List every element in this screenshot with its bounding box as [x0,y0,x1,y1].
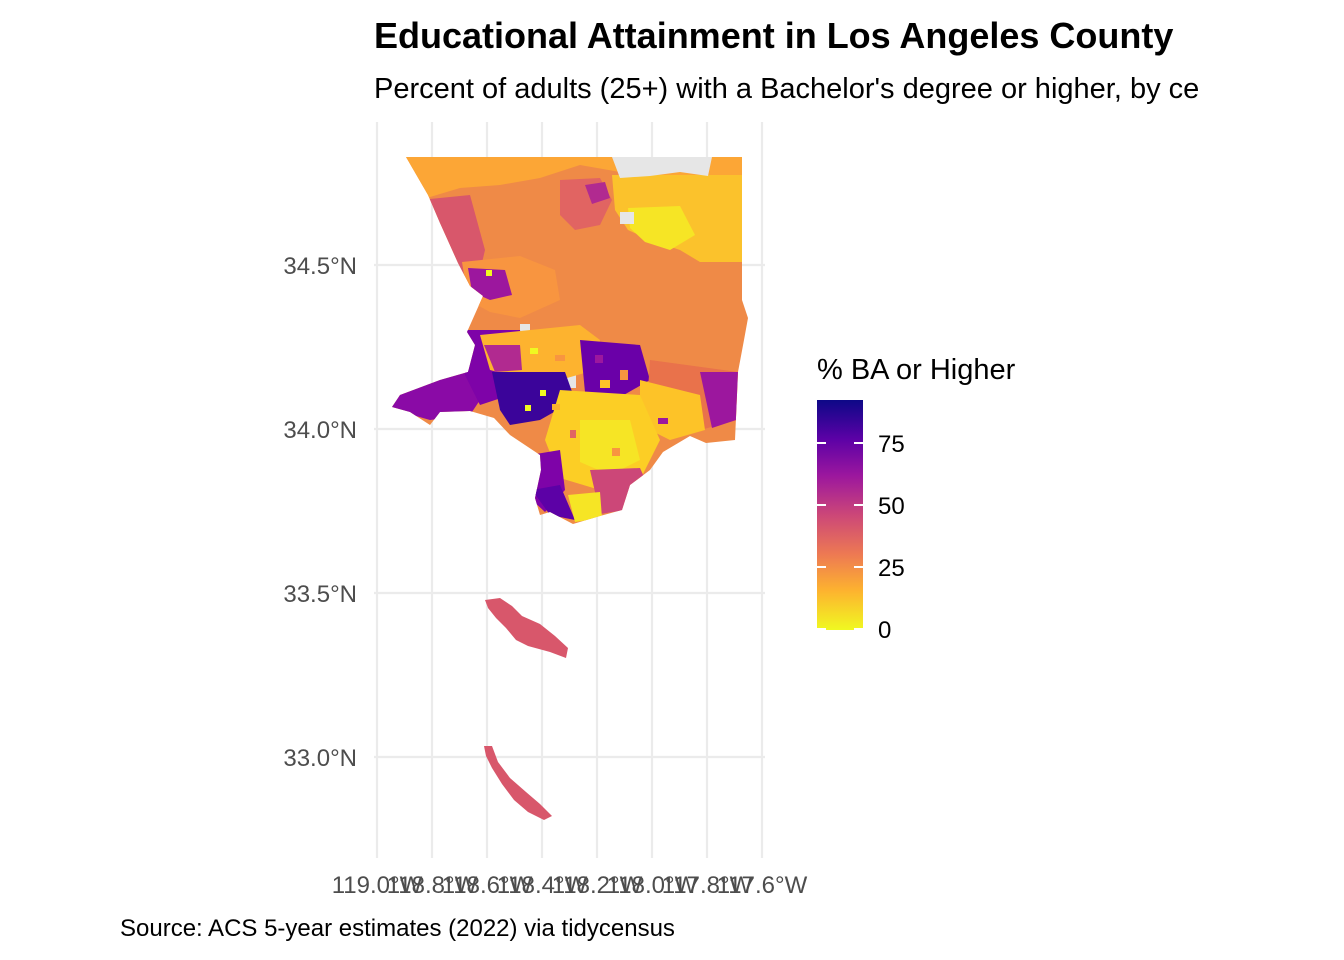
tract-region-sgv-mix [640,380,705,440]
lon-tick-label: 118.8°W [387,872,478,899]
lat-tick-label: 34.5°N [283,253,357,280]
legend-label: 25 [878,555,905,582]
tract-speckle [595,355,603,363]
santa-catalina-island [485,598,568,658]
tract-region-palos-verdes [532,485,575,520]
tract-region-east-purple [700,372,738,428]
lat-tick-label: 33.5°N [283,581,357,608]
tract-region-antelope-2 [585,182,610,204]
lon-tick-label: 118.2°W [552,872,643,899]
tract-region-south-la [580,420,640,475]
legend-label: 75 [878,431,905,458]
san-clemente-island [484,746,552,820]
tract-region-santa-clarita-purple [468,268,512,300]
tract-no-data [612,157,712,178]
tract-speckle [658,418,668,424]
tract-no-data [620,212,634,224]
la-county-mainland [392,157,748,524]
legend-label: 50 [878,493,905,520]
lat-tick-labels: 34.5°N 34.0°N 33.5°N 33.0°N [283,253,357,772]
tract-speckle [486,270,492,276]
lat-tick-label: 34.0°N [283,417,357,444]
legend-colorbar [817,400,863,630]
tract-speckle [620,370,628,380]
lon-tick-label: 119.0°W [332,872,423,899]
lon-tick-label: 118.4°W [497,872,588,899]
tract-speckle [540,390,546,396]
lon-tick-labels: 119.0°W 118.8°W 118.6°W 118.4°W 118.2°W … [332,872,808,899]
legend-title: % BA or Higher [817,354,1016,386]
tract-speckle [612,448,620,456]
map-title: Educational Attainment in Los Angeles Co… [374,15,1173,56]
lon-tick-label: 118.0°W [607,872,698,899]
tract-region-long-beach [590,468,650,514]
lat-tick-label: 33.0°N [283,745,357,772]
lon-tick-label: 118.6°W [442,872,533,899]
tract-speckle [525,405,531,411]
lon-tick-label: 117.6°W [717,872,808,899]
lon-tick-label: 117.8°W [662,872,753,899]
tract-region-northeast-bright [628,206,695,250]
tract-region-sfv-west [484,345,522,372]
legend-label: 0 [878,617,891,644]
map-subtitle: Percent of adults (25+) with a Bachelor'… [374,73,1199,105]
tract-speckle [555,355,565,361]
tract-speckle [600,380,610,388]
tract-speckle [570,430,576,438]
tract-no-data [520,324,530,336]
legend: % BA or Higher 0 25 50 75 [817,354,1016,644]
tract-region-malibu [392,370,480,420]
map-caption: Source: ACS 5-year estimates (2022) via … [120,915,675,942]
tract-speckle [552,404,560,410]
tract-speckle [530,348,538,354]
tract-region-port [568,492,602,522]
